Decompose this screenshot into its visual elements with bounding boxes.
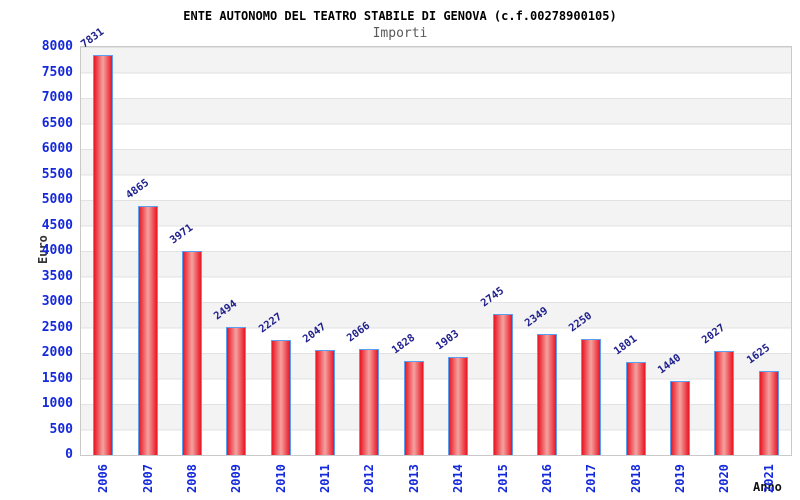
bar-2018 (625, 362, 646, 455)
x-tick-2006: 2006 (96, 464, 111, 493)
y-tick-1500: 1500 (41, 370, 73, 386)
y-tick-4000: 4000 (41, 243, 73, 258)
plot-area: 7831 4865 3971 2494 2227 2047 2066 1828 1903 2745… (79, 26, 792, 456)
x-axis-label: Anno (753, 480, 782, 494)
x-tick-2019: 2019 (673, 464, 688, 493)
bar-2014 (448, 357, 469, 455)
y-tick-6500: 6500 (41, 115, 73, 131)
value-label-2020: 2027 (700, 321, 728, 347)
x-tick-2018: 2018 (628, 464, 643, 493)
value-label-2007: 4865 (123, 176, 151, 202)
y-tick-0: 0 (65, 447, 73, 462)
value-label-2012: 2066 (345, 319, 373, 345)
bar-2020 (714, 351, 735, 455)
bar-2015 (492, 314, 513, 455)
value-label-2021: 1625 (744, 341, 773, 367)
x-tick-2016: 2016 (539, 464, 554, 493)
y-tick-8000: 8000 (41, 39, 73, 54)
value-label-2013: 1828 (389, 331, 418, 357)
x-tick-2012: 2012 (362, 464, 377, 493)
x-tick-2011: 2011 (318, 464, 333, 493)
bar-2012 (359, 349, 380, 455)
y-tick-1000: 1000 (41, 396, 73, 411)
bar-2021 (758, 371, 779, 455)
y-tick-3000: 3000 (41, 294, 73, 309)
value-label-2014: 1903 (433, 327, 462, 353)
x-tick-2008: 2008 (184, 464, 199, 493)
bar-2019 (670, 381, 691, 455)
y-tick-7500: 7500 (41, 64, 73, 80)
x-tick-2013: 2013 (406, 464, 421, 493)
y-tick-4500: 4500 (41, 217, 73, 233)
y-tick-2000: 2000 (41, 345, 73, 360)
y-tick-5500: 5500 (41, 166, 73, 182)
bar-2006 (93, 55, 114, 455)
value-label-2011: 2047 (300, 320, 329, 346)
value-label-2015: 2745 (478, 284, 506, 310)
bar-2007 (137, 206, 158, 455)
y-tick-5000: 5000 (41, 192, 73, 207)
x-tick-2007: 2007 (140, 464, 155, 493)
x-tick-2015: 2015 (495, 464, 510, 493)
value-label-2019: 1440 (655, 351, 684, 377)
x-tick-2009: 2009 (229, 464, 244, 493)
value-label-2010: 2227 (256, 310, 284, 336)
x-tick-2020: 2020 (717, 464, 732, 493)
bar-2008 (181, 251, 202, 455)
x-tick-2021: 2021 (761, 464, 776, 493)
bar-2011 (315, 350, 336, 455)
y-tick-6000: 6000 (41, 141, 73, 156)
value-label-2018: 1801 (611, 332, 639, 358)
value-label-2008: 3971 (167, 221, 196, 247)
chart-subtitle: Importi (372, 26, 428, 41)
value-label-2017: 2250 (567, 309, 595, 335)
chart-title: ENTE AUTONOMO DEL TEATRO STABILE DI GENO… (183, 9, 617, 23)
x-tick-2017: 2017 (584, 464, 599, 493)
bar-2009 (226, 327, 247, 455)
value-label-2016: 2349 (522, 304, 551, 330)
bar-2016 (536, 334, 557, 455)
value-label-2009: 2494 (212, 297, 240, 323)
y-tick-7000: 7000 (41, 90, 73, 105)
bar-2017 (581, 339, 602, 455)
y-tick-500: 500 (49, 421, 73, 437)
y-tick-2500: 2500 (41, 319, 73, 335)
x-tick-2014: 2014 (451, 464, 466, 493)
bar-2013 (403, 361, 424, 455)
x-tick-2010: 2010 (273, 464, 288, 493)
y-tick-3500: 3500 (41, 268, 73, 284)
bar-2010 (270, 340, 291, 455)
